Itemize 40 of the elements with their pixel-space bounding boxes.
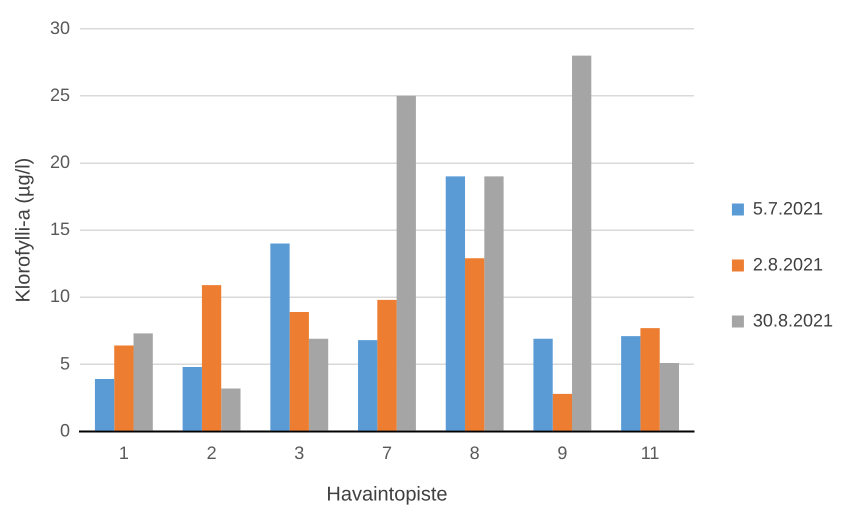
bar	[358, 340, 378, 431]
bar	[308, 338, 328, 431]
bar	[465, 258, 484, 431]
y-tick-label: 20	[50, 152, 70, 172]
legend-label: 2.8.2021	[752, 254, 823, 274]
x-tick-label: 3	[294, 443, 304, 464]
bar	[660, 362, 680, 431]
bar	[377, 300, 397, 431]
x-tick-label: 11	[640, 443, 660, 464]
bar	[94, 379, 114, 431]
bar	[533, 338, 553, 431]
x-tick-label: 7	[382, 443, 392, 464]
bar	[640, 328, 660, 431]
bar	[202, 285, 222, 431]
y-tick-label: 0	[60, 420, 70, 440]
x-tick-label: 2	[206, 443, 217, 464]
y-tick-label: 30	[50, 18, 70, 38]
y-axis-title: Klorofylli-a (µg/l)	[12, 158, 35, 303]
y-tick-label: 15	[50, 219, 70, 240]
bar	[484, 176, 504, 431]
x-tick-label: 1	[118, 443, 129, 464]
bar	[552, 394, 572, 431]
legend-label: 5.7.2021	[752, 198, 823, 218]
bar	[182, 366, 202, 431]
x-axis-title: Havaintopiste	[326, 484, 448, 506]
bar	[572, 56, 592, 431]
y-tick-label: 5	[60, 353, 70, 374]
legend-label: 30.8.2021	[752, 310, 833, 330]
y-tick-label: 10	[50, 286, 70, 306]
bar	[270, 244, 290, 431]
bar	[446, 176, 466, 431]
y-tick-label: 25	[50, 84, 70, 105]
x-tick-label: 9	[557, 443, 568, 464]
x-tick-label: 8	[470, 443, 480, 464]
bar	[621, 336, 640, 431]
bar	[134, 333, 153, 431]
bar	[290, 312, 309, 431]
bar	[114, 346, 134, 431]
bar	[221, 388, 241, 431]
bar	[396, 96, 416, 431]
